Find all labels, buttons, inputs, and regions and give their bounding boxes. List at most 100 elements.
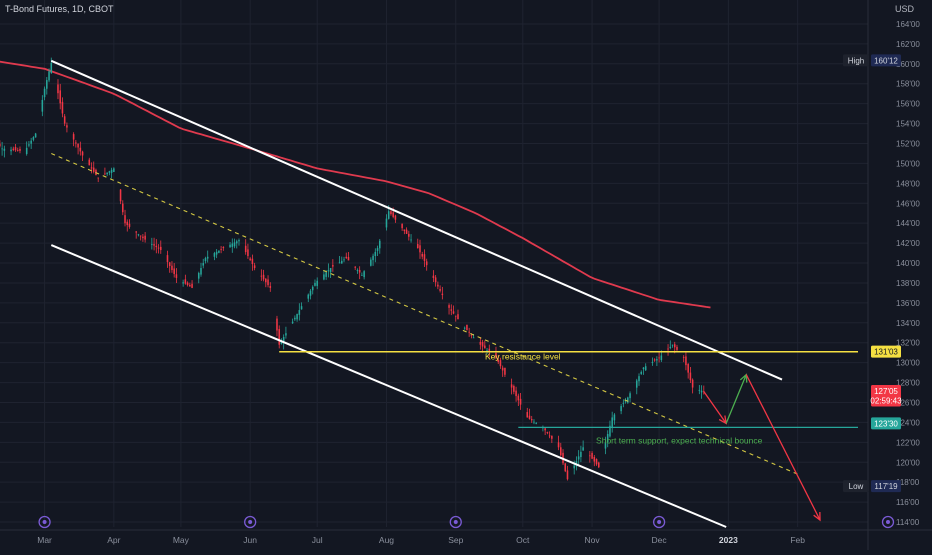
candle[interactable] [213,251,216,261]
candle[interactable] [450,304,453,316]
candle[interactable] [405,227,408,235]
projection-arrow-segment[interactable] [745,374,821,521]
candle[interactable] [104,167,106,176]
candle[interactable] [77,143,79,155]
candle[interactable] [597,461,600,469]
candle[interactable] [28,141,30,148]
candle[interactable] [560,442,562,457]
candle[interactable] [108,170,111,176]
candle[interactable] [269,282,272,292]
candle[interactable] [43,86,46,101]
candle[interactable] [139,235,142,241]
candle[interactable] [66,122,68,133]
candle[interactable] [535,421,537,425]
candle[interactable] [609,420,611,438]
candle[interactable] [314,279,316,287]
candle[interactable] [644,363,647,372]
candle[interactable] [497,354,499,364]
candle[interactable] [439,285,441,293]
candle[interactable] [142,233,144,242]
candle[interactable] [75,139,77,148]
candle[interactable] [611,411,613,433]
candle[interactable] [689,367,692,383]
candle[interactable] [106,172,108,177]
candle[interactable] [374,248,377,263]
candle[interactable] [144,232,146,243]
candle[interactable] [231,238,234,253]
candle[interactable] [642,367,645,375]
candle[interactable] [698,385,701,395]
candle[interactable] [408,230,410,241]
candle[interactable] [378,238,381,254]
candle[interactable] [622,399,625,408]
candle[interactable] [548,431,551,439]
candle[interactable] [593,455,596,467]
candle[interactable] [495,346,497,360]
candle[interactable] [501,365,504,377]
candle[interactable] [517,393,520,406]
candle[interactable] [10,146,12,156]
candle[interactable] [229,241,231,248]
candle[interactable] [159,240,162,254]
candle[interactable] [651,357,654,366]
event-marker-icon[interactable] [244,515,257,529]
candle[interactable] [204,256,207,264]
candle[interactable] [215,249,218,259]
channel-upper-line[interactable] [50,59,783,381]
candle[interactable] [635,378,638,395]
candle[interactable] [656,356,658,367]
candle[interactable] [260,269,263,281]
candle[interactable] [564,462,567,473]
candle[interactable] [685,351,687,371]
candle[interactable] [423,249,426,267]
candle[interactable] [479,336,482,350]
candle[interactable] [14,143,17,152]
candle[interactable] [327,263,330,278]
candle[interactable] [341,256,343,264]
candle[interactable] [168,261,171,273]
candle[interactable] [466,324,468,331]
candle[interactable] [452,305,455,315]
candle[interactable] [394,214,397,223]
candle[interactable] [403,229,406,235]
candle[interactable] [19,146,21,154]
candle[interactable] [504,367,506,377]
candle[interactable] [155,239,158,254]
candle[interactable] [184,274,187,285]
candle[interactable] [528,408,531,420]
candle[interactable] [546,431,549,435]
candle[interactable] [122,200,124,216]
candle[interactable] [238,238,240,246]
candle[interactable] [46,77,48,95]
candle[interactable] [92,161,95,174]
candle[interactable] [41,95,44,117]
candle[interactable] [533,419,535,425]
candle[interactable] [653,358,656,362]
candle[interactable] [171,261,173,273]
candle[interactable] [385,214,388,231]
candle[interactable] [81,150,84,161]
candle[interactable] [530,415,533,423]
candle[interactable] [499,357,502,369]
candle[interactable] [557,435,560,451]
candle[interactable] [421,251,424,260]
candle[interactable] [432,270,435,282]
candle[interactable] [640,370,643,375]
candle[interactable] [50,57,53,74]
candle[interactable] [61,97,64,118]
candle[interactable] [137,233,140,237]
candle[interactable] [437,281,439,290]
candle[interactable] [197,271,200,284]
candle[interactable] [425,258,428,271]
candle[interactable] [606,430,609,448]
candle[interactable] [182,279,184,287]
candle[interactable] [153,237,155,251]
projection-arrow-segment[interactable] [703,391,727,424]
candle[interactable] [119,188,122,205]
candle[interactable] [113,167,115,172]
candle[interactable] [25,141,28,156]
candle[interactable] [267,275,269,288]
candle[interactable] [63,114,66,127]
candle[interactable] [332,259,334,272]
